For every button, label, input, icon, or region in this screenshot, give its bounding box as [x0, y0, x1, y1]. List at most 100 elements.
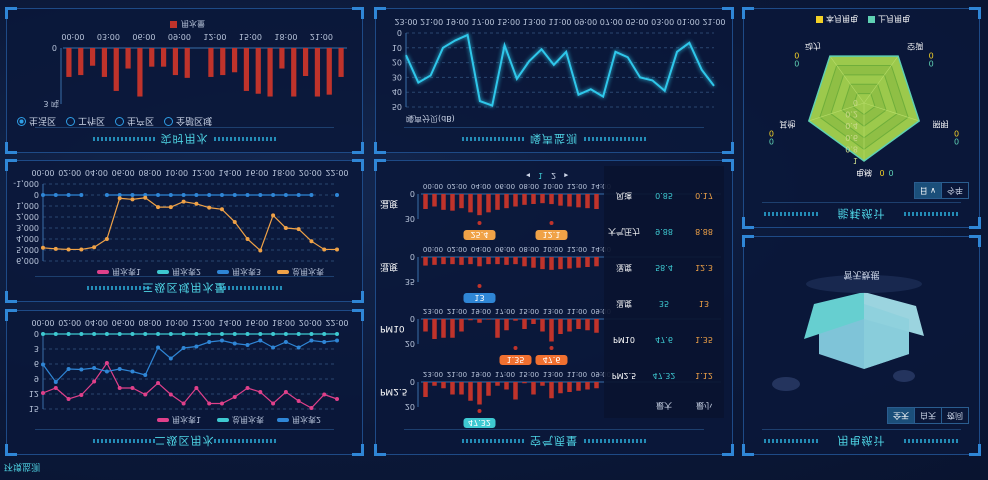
series-line [42, 197, 337, 252]
cell-max: 9.88 [655, 227, 673, 237]
y-tick-label: 0 [397, 28, 402, 37]
data-point [156, 381, 161, 385]
cell-min: 0.17 [695, 191, 713, 201]
data-point [143, 193, 148, 197]
bar [450, 194, 455, 211]
bar [477, 319, 482, 323]
x-tick-label: 21:00 [447, 370, 467, 378]
legend-label: 用水表1 [172, 415, 201, 425]
cell-name: PM10 [613, 335, 635, 345]
data-point [79, 332, 84, 336]
bar [459, 194, 464, 209]
x-tick-label: 14:00 [591, 245, 611, 253]
bar [513, 382, 518, 400]
data-point [309, 193, 314, 197]
x-tick-label: 19:00 [446, 17, 469, 26]
cell-name: 风速 [616, 191, 632, 201]
bar [495, 382, 500, 386]
bar [314, 48, 321, 97]
legend-label: 用水表2 [172, 267, 201, 277]
data-point [92, 245, 97, 250]
x-tick-label: 00:00 [423, 182, 443, 190]
row-label: PM10 [380, 323, 405, 333]
x-tick-label: 23:00 [423, 370, 443, 378]
pager-next-icon[interactable]: ▸ [564, 171, 569, 180]
data-point [283, 340, 288, 344]
y-tick-label: 9 [34, 374, 39, 383]
data-point [79, 193, 84, 197]
data-point [219, 193, 224, 197]
data-point [41, 193, 45, 197]
x-tick-label: 03:00 [651, 17, 674, 26]
marker-label: 47.6 [543, 355, 561, 364]
data-point [335, 247, 339, 252]
bar [522, 257, 527, 267]
legend-label: 用水量 [181, 19, 205, 29]
bar [137, 48, 143, 97]
bar [208, 48, 214, 77]
water-level3-panel: 三级区域用水量 -1,000 0 1,000 2,000 3,000 4,000 5,000… [5, 159, 364, 303]
pager: ◂ 1 2 ▸ [526, 171, 568, 180]
data-point [181, 401, 186, 406]
marker-badge [499, 355, 532, 365]
data-point [207, 340, 212, 344]
data-point [309, 239, 314, 244]
bar [231, 48, 238, 73]
marker-pin [477, 221, 482, 225]
x-tick-label: 00:00 [31, 318, 54, 327]
data-point [79, 393, 84, 397]
y-tick-label: 12 [29, 389, 39, 398]
marker-badge [463, 293, 496, 303]
marker-label: 1.35 [507, 355, 525, 364]
radar-series-outline [807, 55, 921, 162]
pager-prev-icon[interactable]: ◂ [526, 171, 531, 180]
data-point [143, 392, 148, 397]
x-tick-label: 08:00 [138, 318, 161, 327]
data-point [104, 193, 109, 197]
x-tick-label: 18:00 [274, 32, 297, 41]
air-stats-table: 最大 最小 PM2.5 47.32 1.12 PM10 47.6 1.35 温度 35 13 湿度 5… [604, 166, 724, 418]
row-label: 温度 [380, 198, 398, 210]
bar [531, 194, 536, 204]
pager-page-1[interactable]: 1 [538, 171, 544, 180]
marker-label: 12.1 [543, 230, 561, 239]
radar-value-label: 0 [794, 50, 799, 59]
x-tick-label: 08:00 [519, 245, 539, 253]
radar-axis-label: 照明 [933, 120, 949, 129]
data-point [258, 248, 263, 253]
data-point [232, 395, 237, 399]
bar [531, 382, 536, 395]
bar [504, 257, 509, 265]
marker-badge [463, 230, 496, 240]
radar-value-label: 0 [769, 129, 774, 138]
bar [549, 194, 554, 205]
data-point [53, 246, 58, 251]
radar-tick-label: 1 [853, 156, 858, 165]
bar [540, 194, 545, 204]
x-tick-label: 06:00 [112, 318, 135, 327]
header-max: 最大 [656, 401, 672, 411]
data-point [335, 332, 339, 336]
data-point [181, 346, 186, 350]
y-tick-label: 20 [405, 339, 415, 348]
x-tick-label: 02:00 [58, 168, 81, 177]
y-tick-label: 20 [392, 58, 402, 67]
y-tick-label: 30 [392, 72, 402, 81]
x-tick-label: 13:00 [543, 307, 563, 315]
bar [531, 257, 536, 268]
bar [441, 319, 446, 338]
data-point [181, 193, 186, 197]
cell-max: 0.85 [655, 191, 673, 201]
x-tick-label: 10:00 [165, 168, 188, 177]
data-point [143, 332, 148, 336]
legend-label: 用水表2 [292, 415, 321, 425]
y-tick-label: 5,000 [16, 245, 39, 254]
bar [441, 257, 446, 265]
pager-page-2[interactable]: 2 [551, 171, 557, 180]
bar [66, 48, 72, 77]
bar [267, 48, 273, 97]
bar [423, 257, 428, 266]
data-point [309, 332, 314, 336]
data-point [104, 369, 109, 374]
data-point [232, 332, 237, 336]
